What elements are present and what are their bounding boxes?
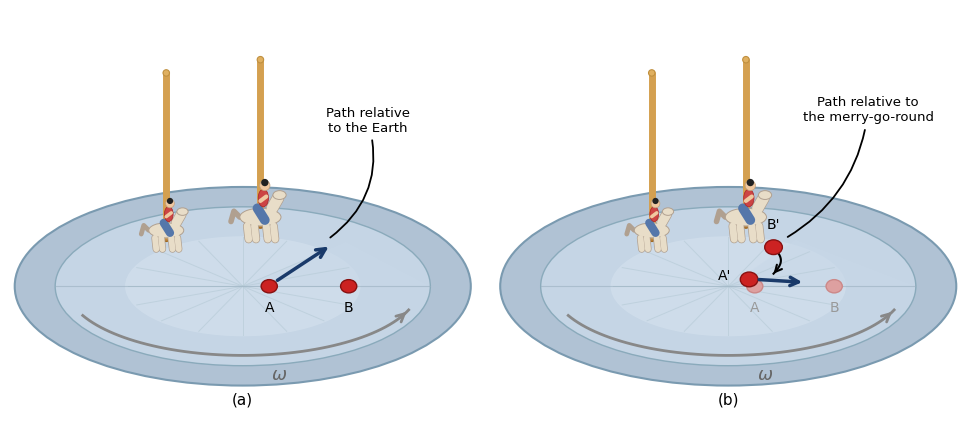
Ellipse shape [15,187,471,386]
Circle shape [742,221,750,228]
Ellipse shape [258,189,269,207]
Circle shape [257,57,264,63]
Text: A: A [264,301,274,315]
Ellipse shape [164,206,173,222]
Ellipse shape [611,236,846,336]
Polygon shape [728,240,915,286]
Text: B: B [829,301,839,315]
Ellipse shape [541,207,916,366]
Ellipse shape [662,208,674,215]
Text: ω: ω [272,366,287,384]
Ellipse shape [650,206,658,222]
Circle shape [747,179,754,186]
Ellipse shape [765,240,783,255]
Ellipse shape [55,207,430,366]
Ellipse shape [747,280,763,293]
Text: B: B [344,301,353,315]
Text: B': B' [767,219,781,232]
Text: Path relative
to the Earth: Path relative to the Earth [326,107,410,238]
Ellipse shape [740,272,758,287]
Circle shape [649,70,655,76]
Circle shape [167,198,173,204]
Circle shape [259,180,270,190]
Circle shape [745,180,755,190]
Circle shape [652,199,660,208]
Ellipse shape [341,280,356,293]
Ellipse shape [725,208,766,226]
Circle shape [648,234,655,241]
Circle shape [163,70,170,76]
Ellipse shape [261,280,278,293]
Polygon shape [243,242,429,286]
Ellipse shape [125,236,360,336]
Text: ω: ω [757,366,773,384]
Text: Path relative to
the merry-go-round: Path relative to the merry-go-round [787,96,933,237]
Text: A': A' [719,269,731,284]
Circle shape [166,199,175,208]
Circle shape [261,179,269,186]
Ellipse shape [500,187,956,386]
Ellipse shape [240,208,281,226]
Ellipse shape [149,223,184,238]
Circle shape [162,234,170,241]
Circle shape [653,198,658,204]
Ellipse shape [634,223,669,238]
Ellipse shape [744,189,754,207]
Text: (a): (a) [232,392,253,407]
Ellipse shape [826,280,842,293]
Circle shape [743,57,750,63]
Ellipse shape [177,208,188,215]
Ellipse shape [758,190,772,199]
Text: A: A [750,301,759,315]
Text: (b): (b) [718,392,739,407]
Ellipse shape [273,190,286,199]
Circle shape [256,221,264,228]
